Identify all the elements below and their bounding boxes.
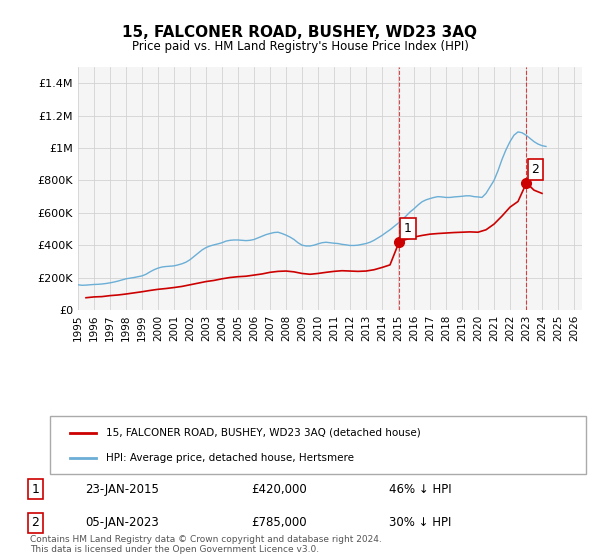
FancyBboxPatch shape [50,416,586,474]
Text: 30% ↓ HPI: 30% ↓ HPI [389,516,451,529]
Text: HPI: Average price, detached house, Hertsmere: HPI: Average price, detached house, Hert… [106,452,355,463]
Text: 23-JAN-2015: 23-JAN-2015 [85,483,159,496]
Text: 15, FALCONER ROAD, BUSHEY, WD23 3AQ: 15, FALCONER ROAD, BUSHEY, WD23 3AQ [122,25,478,40]
Text: 15, FALCONER ROAD, BUSHEY, WD23 3AQ (detached house): 15, FALCONER ROAD, BUSHEY, WD23 3AQ (det… [106,428,421,438]
Text: Price paid vs. HM Land Registry's House Price Index (HPI): Price paid vs. HM Land Registry's House … [131,40,469,53]
Text: 46% ↓ HPI: 46% ↓ HPI [389,483,451,496]
Text: Contains HM Land Registry data © Crown copyright and database right 2024.
This d: Contains HM Land Registry data © Crown c… [30,535,382,554]
Text: 05-JAN-2023: 05-JAN-2023 [85,516,159,529]
Text: 2: 2 [531,163,539,176]
Text: £785,000: £785,000 [251,516,307,529]
Text: 1: 1 [404,222,412,235]
Text: 2: 2 [32,516,40,529]
Text: 1: 1 [32,483,40,496]
Text: £420,000: £420,000 [251,483,307,496]
